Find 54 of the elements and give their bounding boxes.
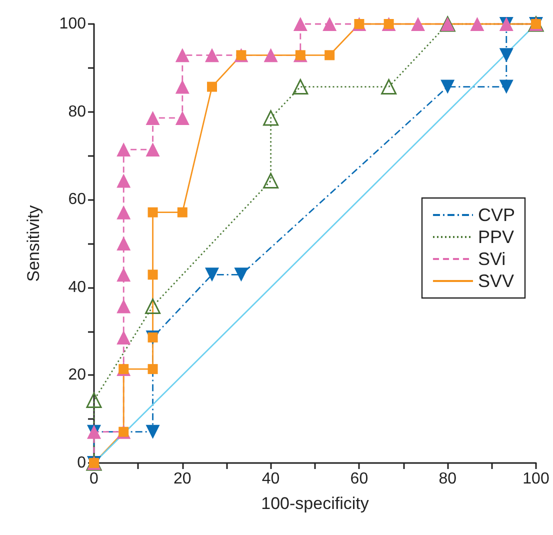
point [86, 392, 102, 408]
point [116, 174, 131, 188]
point [470, 17, 484, 31]
y-tick-label: 0 [77, 454, 86, 472]
point [116, 330, 131, 344]
point [116, 205, 131, 220]
point [175, 110, 190, 125]
point [381, 79, 397, 95]
point [205, 268, 220, 282]
point [499, 80, 514, 94]
point [148, 364, 158, 374]
point [322, 17, 337, 31]
point [175, 80, 190, 94]
point [175, 48, 190, 62]
y-tick-label: 100 [59, 16, 86, 32]
point [116, 268, 131, 282]
x-tick-label: 80 [438, 470, 457, 488]
point [145, 298, 161, 314]
y-tick-label: 40 [68, 278, 86, 296]
point [293, 17, 308, 31]
point [116, 142, 131, 157]
point [292, 79, 308, 95]
y-tick-label: 60 [68, 191, 86, 208]
x-axis-title: 100-specificity [261, 494, 370, 513]
point [207, 82, 218, 92]
point [146, 142, 160, 157]
point [324, 50, 335, 60]
point [205, 48, 220, 62]
point [116, 236, 131, 250]
point [148, 270, 158, 280]
legend-label: SVV [478, 271, 514, 291]
point [234, 268, 248, 282]
point [263, 110, 279, 126]
legend-label: PPV [478, 227, 514, 247]
legend-label: SVi [478, 249, 506, 269]
y-tick-label: 80 [68, 103, 86, 120]
point [146, 424, 160, 439]
point [264, 48, 278, 62]
x-tick-label: 40 [262, 470, 280, 488]
x-tick-label: 60 [350, 470, 368, 488]
legend-label: CVP [478, 205, 516, 225]
x-tick-label: 100 [522, 470, 550, 488]
x-tick-label: 0 [90, 470, 99, 488]
point [116, 299, 131, 314]
point [440, 80, 455, 94]
y-tick-label: 20 [68, 366, 86, 384]
point [410, 17, 425, 31]
point [177, 207, 188, 218]
point [146, 110, 160, 125]
x-tick-label: 20 [174, 470, 192, 488]
point [148, 207, 158, 218]
point [263, 172, 279, 188]
y-axis-title: Sensitivity [24, 204, 43, 282]
point [499, 48, 514, 62]
